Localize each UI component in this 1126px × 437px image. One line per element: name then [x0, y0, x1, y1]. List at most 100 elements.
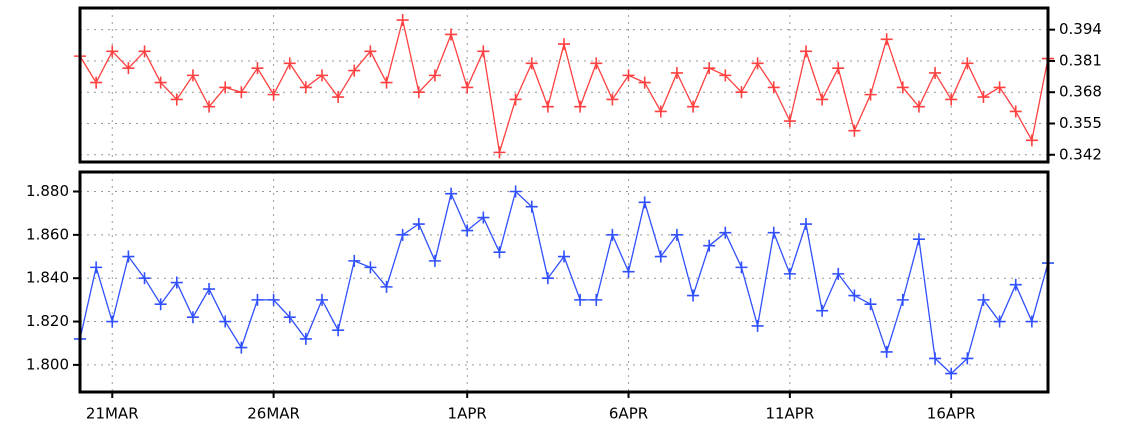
plus-marker: [170, 93, 183, 106]
plus-marker: [332, 324, 345, 337]
x-tick-label: 6APR: [609, 405, 648, 423]
x-tick-label: 1APR: [448, 405, 487, 423]
plus-marker: [832, 267, 845, 280]
plus-marker: [654, 105, 667, 118]
plus-marker: [558, 38, 570, 51]
plus-marker: [896, 293, 909, 306]
series-line: [79, 190, 1049, 375]
plus-marker: [574, 100, 587, 113]
plus-marker: [606, 228, 619, 241]
plus-marker: [203, 100, 216, 113]
plus-marker: [509, 93, 522, 106]
plus-marker: [461, 224, 474, 237]
plot-frame: [78, 6, 1050, 164]
plus-marker: [848, 289, 861, 302]
y-tick-label: 0.394: [1059, 20, 1102, 38]
plus-marker: [332, 91, 345, 104]
x-tick-label: 21MAR: [86, 405, 139, 423]
plus-marker: [235, 86, 248, 99]
plus-marker: [412, 86, 425, 99]
plot-frame: [78, 170, 1050, 394]
plus-marker: [864, 88, 877, 101]
plus-marker: [800, 45, 812, 58]
plus-marker: [445, 28, 458, 41]
plus-marker: [1025, 134, 1038, 147]
plus-marker: [848, 124, 861, 137]
plus-marker: [525, 200, 538, 213]
plus-marker: [493, 146, 506, 159]
plus-marker: [703, 239, 716, 252]
plus-marker: [622, 265, 635, 278]
plus-marker: [267, 88, 280, 101]
plus-marker: [735, 86, 748, 99]
plus-marker: [380, 76, 393, 89]
y-tick-label: 0.342: [1059, 145, 1102, 163]
plus-marker: [638, 196, 651, 209]
plus-marker: [719, 69, 732, 82]
y-tick-label: 0.381: [1059, 51, 1102, 69]
plus-marker: [380, 280, 393, 293]
y-tick-label: 1.860: [26, 225, 69, 243]
plus-marker: [122, 62, 135, 75]
plus-marker: [896, 81, 909, 94]
plus-marker: [832, 62, 845, 75]
plus-marker: [1009, 105, 1022, 118]
plus-marker: [299, 332, 312, 345]
plus-marker: [783, 267, 796, 280]
plus-marker: [477, 45, 490, 58]
y-tick-label: 0.368: [1059, 83, 1102, 101]
plus-marker: [703, 62, 716, 75]
plus-marker: [396, 228, 409, 241]
plus-marker: [687, 100, 700, 113]
y-tick-label: 1.880: [26, 182, 69, 200]
plus-marker: [912, 233, 925, 246]
plus-marker: [719, 226, 732, 239]
plus-marker: [445, 187, 458, 200]
y-tick-label: 1.820: [26, 312, 69, 330]
plus-marker: [283, 57, 296, 70]
plus-marker: [251, 62, 264, 75]
plus-marker: [525, 57, 538, 70]
plus-marker: [945, 93, 958, 106]
plus-marker: [687, 289, 700, 302]
plus-marker: [783, 115, 796, 128]
plus-marker: [654, 250, 667, 263]
plus-marker: [945, 367, 958, 380]
y-tick-label: 0.355: [1059, 114, 1102, 132]
plus-marker: [800, 218, 812, 231]
plus-marker: [90, 76, 103, 89]
plus-marker: [751, 319, 764, 332]
y-tick-label: 1.800: [26, 355, 69, 373]
plus-marker: [493, 246, 506, 259]
x-tick-label: 26MAR: [247, 405, 300, 423]
y-tick-label: 1.840: [26, 269, 69, 287]
plus-marker: [509, 185, 522, 198]
plus-marker: [477, 211, 490, 224]
plus-marker: [606, 93, 619, 106]
plus-marker: [912, 100, 925, 113]
plus-marker: [154, 76, 167, 89]
plus-marker: [106, 315, 119, 328]
plus-marker: [428, 69, 441, 82]
plus-marker: [283, 311, 296, 324]
plus-marker: [428, 254, 441, 267]
plus-marker: [558, 250, 570, 263]
plus-marker: [751, 57, 764, 70]
plus-marker: [929, 352, 942, 365]
plus-marker: [364, 45, 377, 58]
plus-marker: [299, 81, 312, 94]
plus-marker: [267, 293, 280, 306]
plus-marker: [1009, 278, 1022, 291]
plus-marker: [767, 81, 780, 94]
plus-marker: [203, 283, 216, 296]
plus-marker: [993, 81, 1006, 94]
plus-marker: [816, 93, 829, 106]
plus-marker: [219, 81, 232, 94]
plus-marker: [590, 57, 603, 70]
plus-marker: [251, 293, 264, 306]
plus-marker: [348, 254, 361, 267]
plus-marker: [316, 293, 328, 306]
plus-marker: [622, 69, 635, 82]
